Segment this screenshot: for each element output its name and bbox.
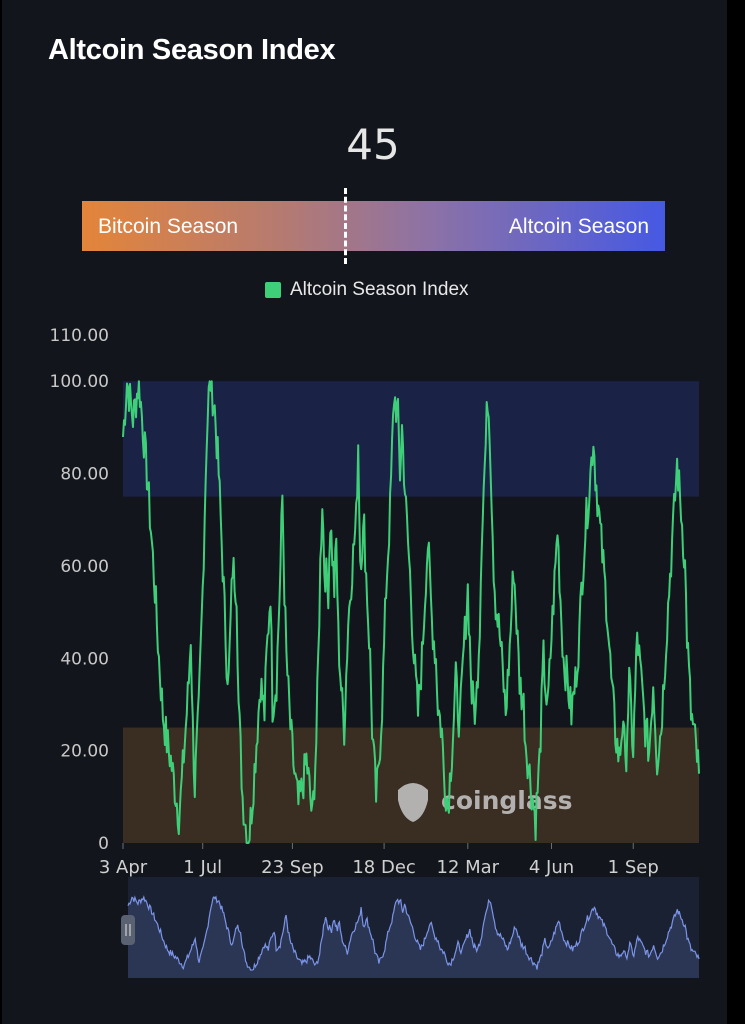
x-tick-label: 4 Jun: [529, 857, 574, 878]
x-tick-label: 12 Mar: [437, 857, 500, 878]
right-edge: [727, 0, 745, 1024]
chart-legend[interactable]: Altcoin Season Index: [265, 279, 469, 301]
navigator-left-handle[interactable]: [121, 915, 135, 945]
y-tick-label: 40.00: [60, 649, 109, 669]
x-tick-label: 18 Dec: [352, 857, 415, 878]
page-title: Altcoin Season Index: [48, 34, 336, 66]
altcoin-season-label: Altcoin Season: [508, 215, 649, 238]
gauge-current-marker: [344, 188, 347, 264]
season-gauge-bar: Bitcoin Season Altcoin Season: [82, 201, 665, 251]
x-tick-label: 1 Sep: [608, 857, 659, 878]
legend-swatch: [265, 282, 281, 298]
chart-card: [0, 0, 727, 1024]
coinglass-watermark: coinglass: [398, 783, 572, 822]
navigator-line: [127, 894, 700, 971]
bitcoin-season-label: Bitcoin Season: [98, 215, 239, 238]
x-tick-label: 23 Sep: [261, 857, 324, 878]
current-index-value: 45: [346, 120, 400, 169]
left-edge: [0, 0, 2, 1024]
coinglass-logo-icon: [398, 783, 428, 822]
y-tick-label: 100.00: [50, 372, 109, 392]
y-tick-label: 0: [98, 834, 109, 854]
series-line-altcoin-season-index: [122, 380, 700, 844]
y-tick-label: 20.00: [60, 742, 109, 762]
altcoin-season-band: [123, 381, 699, 497]
watermark-text: coinglass: [441, 786, 572, 815]
x-tick-label: 1 Jul: [183, 857, 222, 878]
legend-label: Altcoin Season Index: [290, 279, 469, 300]
y-tick-label: 80.00: [60, 465, 109, 485]
y-tick-label: 110.00: [50, 326, 109, 346]
x-tick-label: 3 Apr: [99, 857, 148, 878]
y-tick-label: 60.00: [60, 557, 109, 577]
navigator-area: [128, 897, 699, 978]
